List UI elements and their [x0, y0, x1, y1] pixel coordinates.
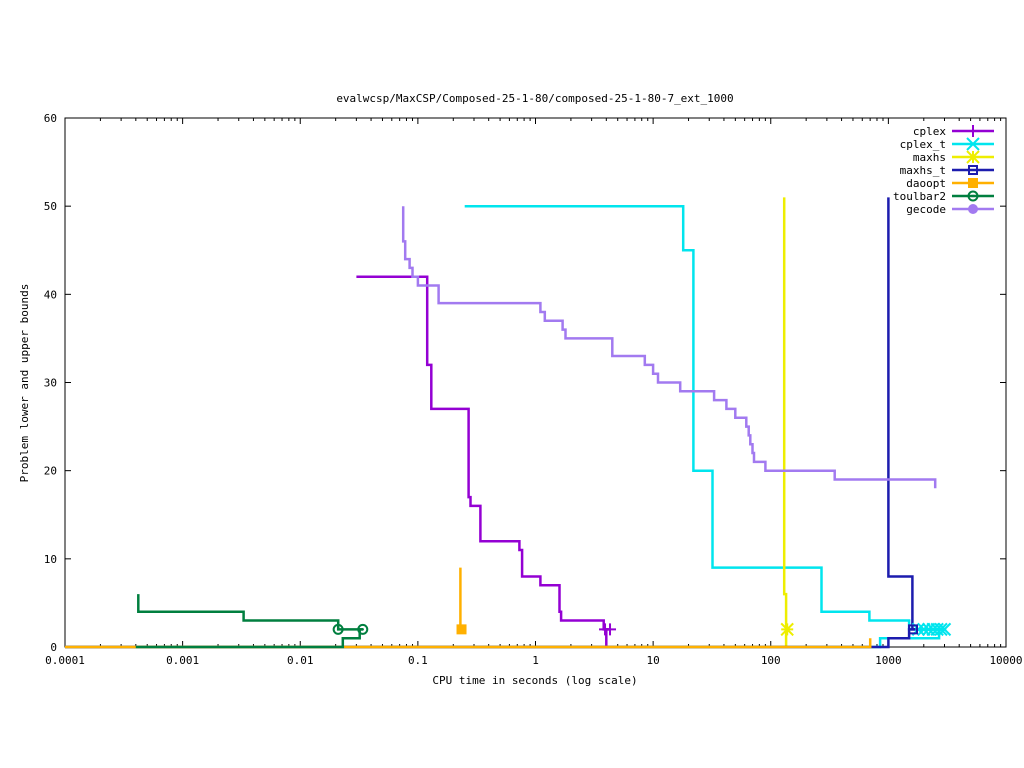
legend-label: cplex [913, 125, 946, 138]
series-line-cplex-upper [356, 275, 609, 631]
data-point-marker [968, 165, 978, 175]
data-point-marker [968, 204, 978, 214]
series-markers [332, 622, 952, 637]
data-point-marker [604, 623, 617, 636]
legend: cplexcplex_tmaxhsmaxhs_tdaoopttoulbar2ge… [893, 125, 994, 216]
x-tick-label: 0.0001 [45, 654, 85, 667]
series-line-gecode-upper [401, 206, 937, 489]
data-point-marker [966, 150, 980, 164]
legend-label: maxhs_t [900, 164, 946, 177]
data-point-marker [966, 137, 980, 151]
chart-title: evalwcsp/MaxCSP/Composed-25-1-80/compose… [336, 92, 733, 105]
x-tick-label: 1 [532, 654, 539, 667]
y-tick-label: 20 [44, 465, 57, 478]
x-tick-label: 100 [761, 654, 781, 667]
y-tick-label: 60 [44, 112, 57, 125]
data-point-marker [357, 623, 369, 635]
data-point-marker [967, 190, 979, 202]
data-point-marker [934, 622, 948, 637]
x-axis-label: CPU time in seconds (log scale) [432, 674, 637, 687]
data-point-marker [967, 125, 979, 137]
data-point-marker [937, 622, 952, 637]
series-line-cplex_t-upper [464, 204, 947, 631]
x-tick-label: 10 [647, 654, 660, 667]
x-tick-label: 0.01 [287, 654, 314, 667]
y-tick-label: 50 [44, 200, 57, 213]
data-point-marker [332, 623, 344, 635]
data-point-marker [908, 624, 919, 635]
data-point-marker [780, 622, 794, 637]
y-tick-label: 40 [44, 288, 57, 301]
y-tick-label: 10 [44, 553, 57, 566]
y-tick-label: 0 [50, 641, 57, 654]
series-line-maxhs_t-upper [887, 197, 916, 631]
legend-label: gecode [906, 203, 946, 216]
legend-label: toulbar2 [893, 190, 946, 203]
x-tick-label: 1000 [875, 654, 902, 667]
data-point-marker [968, 178, 978, 188]
legend-label: daoopt [906, 177, 946, 190]
legend-label: maxhs [913, 151, 946, 164]
y-axis-label: Problem lower and upper bounds [18, 284, 31, 483]
data-point-marker [456, 624, 467, 635]
x-tick-label: 0.001 [166, 654, 199, 667]
y-tick-label: 30 [44, 377, 57, 390]
legend-label: cplex_t [900, 138, 946, 151]
x-tick-label: 0.1 [408, 654, 428, 667]
x-tick-label: 10000 [989, 654, 1022, 667]
